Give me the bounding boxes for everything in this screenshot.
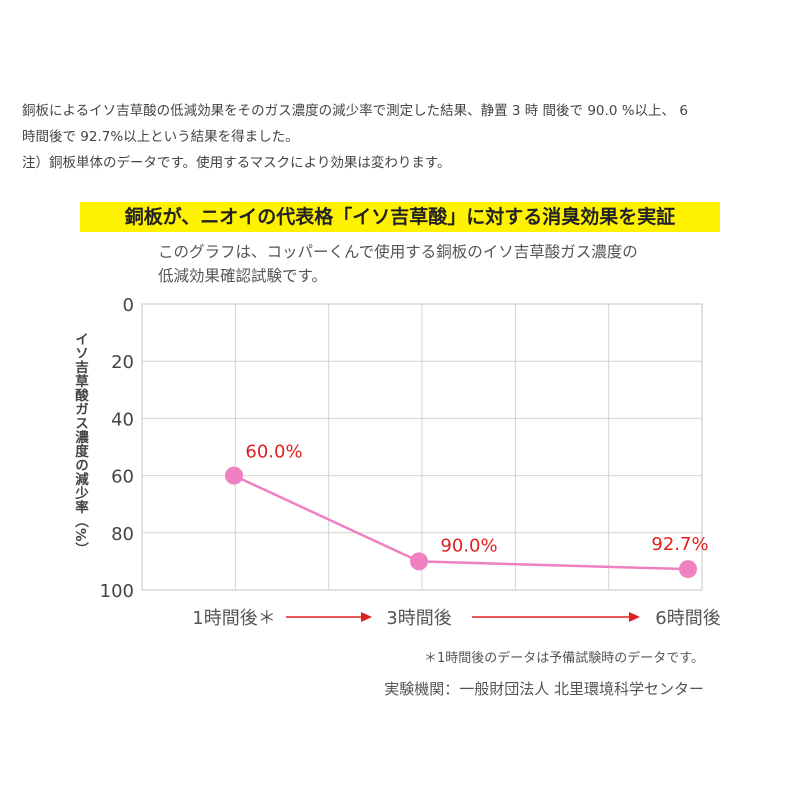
intro-note: 注）銅板単体のデータです。使用するマスクにより効果は変わります。: [22, 155, 451, 171]
arrow-head: [361, 612, 372, 622]
data-series: 60.0% 90.0% 92.7%: [225, 442, 709, 579]
data-point: [410, 552, 428, 571]
intro-text: 銅板によるイソ吉草酸の低減効果をそのガス濃度の減少率で測定した結果、静置 3 時…: [22, 98, 782, 176]
headline-banner: 銅板が、ニオイの代表格「イソ吉草酸」に対する消臭効果を実証: [80, 202, 720, 232]
footnote: ＊1時間後のデータは予備試験時のデータです。: [424, 651, 704, 666]
y-tick-label: 80: [111, 524, 134, 545]
chart-grid: [141, 303, 703, 591]
x-category-labels: 1時間後＊ 3時間後 6時間後: [192, 608, 720, 629]
data-label: 92.7%: [651, 534, 708, 555]
y-tick-label: 100: [100, 581, 134, 602]
x-category-label: 1時間後＊: [192, 608, 275, 629]
y-tick-labels: 0 20 40 60 80 100: [100, 295, 134, 602]
chart-subtitle-line-1: このグラフは、コッパーくんで使用する銅板のイソ吉草酸ガス濃度の: [158, 243, 638, 261]
y-tick-label: 40: [111, 409, 134, 430]
x-category-label: 6時間後: [655, 608, 720, 629]
y-axis-label: イソ吉草酸ガス濃度の減少率（%）: [72, 332, 90, 556]
data-point: [225, 466, 243, 485]
chart-subtitle: このグラフは、コッパーくんで使用する銅板のイソ吉草酸ガス濃度の 低減効果確認試験…: [158, 240, 638, 288]
intro-line-1: 銅板によるイソ吉草酸の低減効果をそのガス濃度の減少率で測定した結果、静置 3 時…: [22, 103, 688, 119]
y-tick-label: 20: [111, 352, 134, 373]
chart-subtitle-line-2: 低減効果確認試験です。: [158, 267, 327, 285]
data-point: [679, 560, 697, 579]
timeline-arrows: [286, 612, 640, 622]
data-label: 90.0%: [440, 535, 497, 556]
source-credit: 実験機関：一般財団法人 北里環境科学センター: [384, 680, 704, 698]
y-tick-label: 60: [111, 467, 134, 488]
x-category-label: 3時間後: [386, 608, 451, 629]
y-axis-label-text: イソ吉草酸ガス濃度の減少率（%）: [72, 332, 90, 556]
intro-line-2: 時間後で 92.7%以上という結果を得ました。: [22, 129, 299, 145]
data-label: 60.0%: [245, 442, 302, 463]
arrow-head: [629, 612, 640, 622]
y-tick-label: 0: [123, 295, 134, 316]
